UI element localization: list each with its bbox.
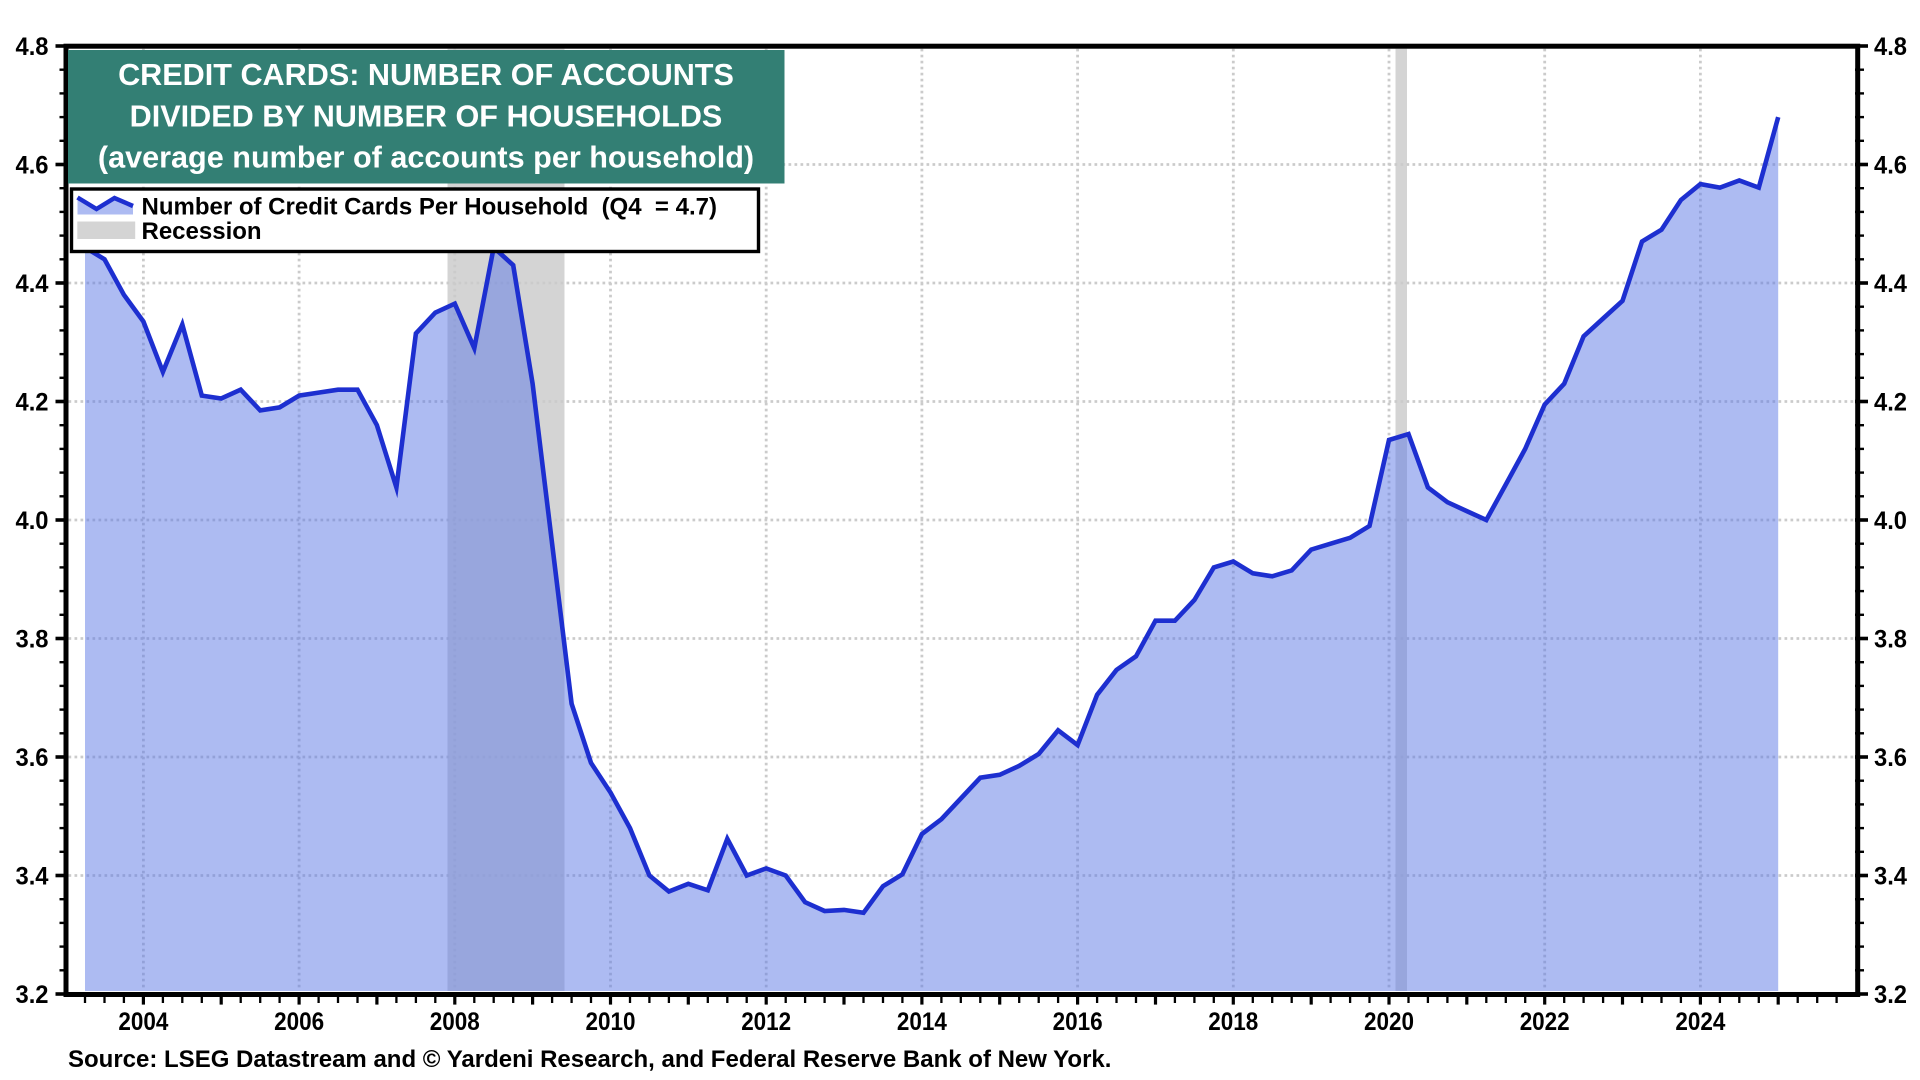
svg-text:Number of Credit Cards Per Hou: Number of Credit Cards Per Household (Q4… (142, 194, 717, 221)
svg-text:3.6: 3.6 (16, 744, 49, 772)
svg-text:4.0: 4.0 (16, 507, 49, 535)
svg-text:4.8: 4.8 (1874, 33, 1907, 61)
svg-text:4.6: 4.6 (1874, 152, 1907, 180)
svg-text:2020: 2020 (1364, 1008, 1414, 1036)
svg-text:2010: 2010 (586, 1008, 636, 1036)
svg-text:DIVIDED BY NUMBER OF HOUSEHOLD: DIVIDED BY NUMBER OF HOUSEHOLDS (130, 100, 723, 134)
svg-text:2004: 2004 (118, 1008, 168, 1036)
svg-text:4.4: 4.4 (16, 270, 49, 298)
svg-text:3.2: 3.2 (1874, 981, 1907, 1009)
svg-text:(average number of accounts pe: (average number of accounts per househol… (98, 141, 754, 175)
svg-text:2022: 2022 (1520, 1008, 1570, 1036)
svg-text:3.4: 3.4 (16, 863, 49, 891)
svg-text:2018: 2018 (1208, 1008, 1258, 1036)
svg-text:Source: LSEG Datastream and ©: Source: LSEG Datastream and © Yardeni Re… (68, 1046, 1111, 1073)
svg-text:3.8: 3.8 (1874, 626, 1907, 654)
svg-text:2006: 2006 (274, 1008, 324, 1036)
svg-text:Recession: Recession (142, 218, 262, 245)
svg-text:2024: 2024 (1675, 1008, 1725, 1036)
svg-text:4.0: 4.0 (1874, 507, 1907, 535)
svg-text:3.4: 3.4 (1874, 863, 1907, 891)
svg-text:2012: 2012 (741, 1008, 791, 1036)
svg-text:4.4: 4.4 (1874, 270, 1907, 298)
svg-text:2014: 2014 (897, 1008, 947, 1036)
svg-text:4.8: 4.8 (16, 33, 49, 61)
svg-text:CREDIT CARDS: NUMBER OF ACCOUN: CREDIT CARDS: NUMBER OF ACCOUNTS (118, 58, 734, 92)
svg-text:2008: 2008 (430, 1008, 480, 1036)
svg-text:4.6: 4.6 (16, 152, 49, 180)
svg-text:4.2: 4.2 (1874, 389, 1907, 417)
svg-text:3.2: 3.2 (16, 981, 49, 1009)
svg-text:2016: 2016 (1053, 1008, 1103, 1036)
svg-text:3.8: 3.8 (16, 626, 49, 654)
svg-text:3.6: 3.6 (1874, 744, 1907, 772)
svg-text:4.2: 4.2 (16, 389, 49, 417)
